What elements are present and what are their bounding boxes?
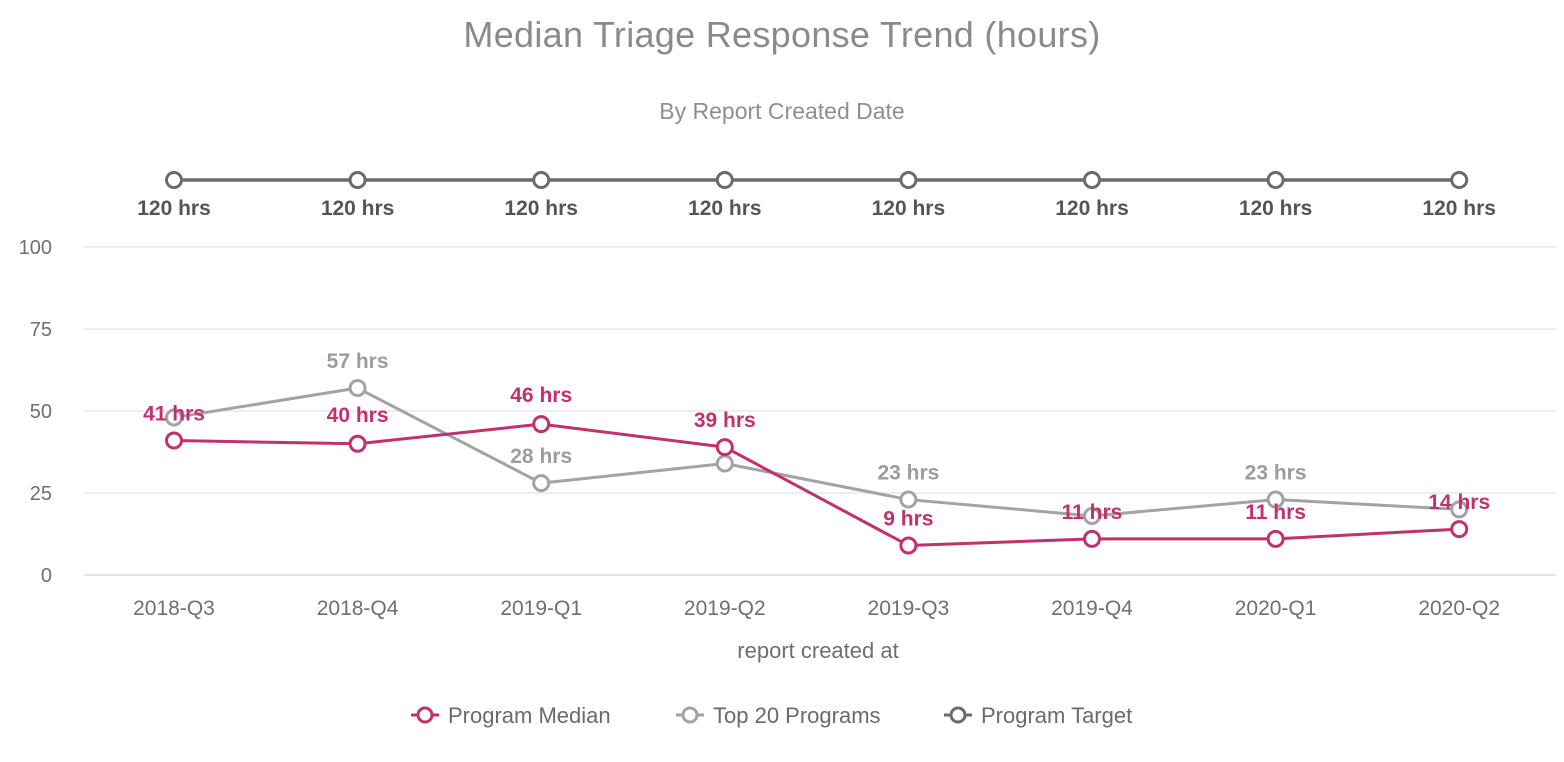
legend-label-top-20-programs: Top 20 Programs bbox=[713, 703, 881, 728]
x-tick-label: 2019-Q1 bbox=[500, 597, 582, 620]
program-median-point bbox=[715, 438, 734, 457]
program-median-point bbox=[899, 536, 918, 555]
x-tick-label: 2020-Q2 bbox=[1418, 597, 1500, 620]
top-20-programs-line bbox=[173, 386, 1460, 518]
program-target-data-label: 120 hrs bbox=[321, 197, 395, 220]
y-tick-label: 50 bbox=[30, 401, 52, 423]
x-axis-label: report created at bbox=[737, 638, 898, 663]
program-target-data-label: 120 hrs bbox=[1422, 197, 1496, 220]
program-median-data-label: 9 hrs bbox=[883, 507, 933, 530]
program-target-data-label: 120 hrs bbox=[504, 197, 578, 220]
y-tick-label: 100 bbox=[19, 237, 52, 259]
top-20-programs-data-label: 23 hrs bbox=[877, 462, 939, 485]
top-20-programs-point bbox=[1450, 500, 1469, 519]
y-tick-label: 0 bbox=[41, 565, 52, 587]
x-tick-label: 2018-Q3 bbox=[133, 597, 215, 620]
program-target-point bbox=[715, 171, 734, 189]
x-tick-label: 2019-Q4 bbox=[1051, 597, 1133, 620]
program-target-data-label: 120 hrs bbox=[872, 197, 946, 220]
program-target-data-label: 120 hrs bbox=[1239, 197, 1313, 220]
program-median-point bbox=[532, 415, 551, 434]
program-median-data-label: 39 hrs bbox=[694, 409, 756, 432]
top-20-programs-point bbox=[348, 379, 367, 398]
program-median-point bbox=[348, 434, 367, 453]
top-20-programs-data-label: 28 hrs bbox=[510, 445, 572, 468]
y-tick-label: 75 bbox=[30, 319, 52, 341]
top-20-programs-point bbox=[1266, 490, 1285, 509]
legend-marker bbox=[416, 706, 434, 724]
x-tick-label: 2020-Q1 bbox=[1235, 597, 1317, 620]
program-median-point bbox=[1450, 520, 1469, 539]
program-median-point bbox=[1083, 529, 1101, 548]
chart-title: Median Triage Response Trend (hours) bbox=[463, 14, 1101, 55]
top-20-programs-point bbox=[899, 490, 918, 509]
top-20-programs-data-label: 57 hrs bbox=[327, 350, 389, 373]
chart-subtitle: By Report Created Date bbox=[659, 98, 905, 124]
legend-label-program-median: Program Median bbox=[448, 703, 611, 728]
x-tick-label: 2019-Q3 bbox=[868, 597, 950, 620]
program-median-line bbox=[173, 422, 1460, 547]
program-target-data-label: 120 hrs bbox=[137, 197, 211, 220]
legend-marker bbox=[681, 706, 699, 724]
top-20-programs-point bbox=[532, 474, 551, 493]
top-20-programs-point bbox=[715, 454, 734, 473]
program-median-data-label: 14 hrs bbox=[1428, 491, 1490, 514]
top-20-programs-point bbox=[165, 408, 183, 427]
program-target-point bbox=[899, 171, 918, 189]
top-20-programs-point bbox=[1083, 506, 1101, 525]
program-median-data-label: 11 hrs bbox=[1062, 501, 1123, 524]
y-tick-label: 25 bbox=[30, 483, 52, 505]
legend-label-program-target: Program Target bbox=[981, 703, 1132, 728]
program-median-data-label: 41 hrs bbox=[143, 403, 205, 426]
program-median-point bbox=[165, 431, 183, 450]
program-target-point bbox=[165, 171, 183, 189]
top-20-programs-data-label: 23 hrs bbox=[1245, 462, 1307, 485]
program-target-point bbox=[1450, 171, 1469, 189]
program-target-point bbox=[1083, 171, 1101, 189]
x-tick-label: 2019-Q2 bbox=[684, 597, 766, 620]
program-median-data-label: 40 hrs bbox=[327, 404, 389, 427]
program-target-data-label: 120 hrs bbox=[688, 197, 762, 220]
x-tick-label: 2018-Q4 bbox=[317, 597, 399, 620]
program-target-point bbox=[532, 171, 551, 189]
legend-marker bbox=[949, 706, 967, 724]
program-median-point bbox=[1266, 529, 1285, 548]
program-median-data-label: 11 hrs bbox=[1245, 501, 1306, 524]
program-target-data-label: 120 hrs bbox=[1055, 197, 1129, 220]
program-target-point bbox=[348, 171, 367, 189]
program-target-point bbox=[1266, 171, 1285, 189]
program-median-data-label: 46 hrs bbox=[510, 384, 572, 407]
